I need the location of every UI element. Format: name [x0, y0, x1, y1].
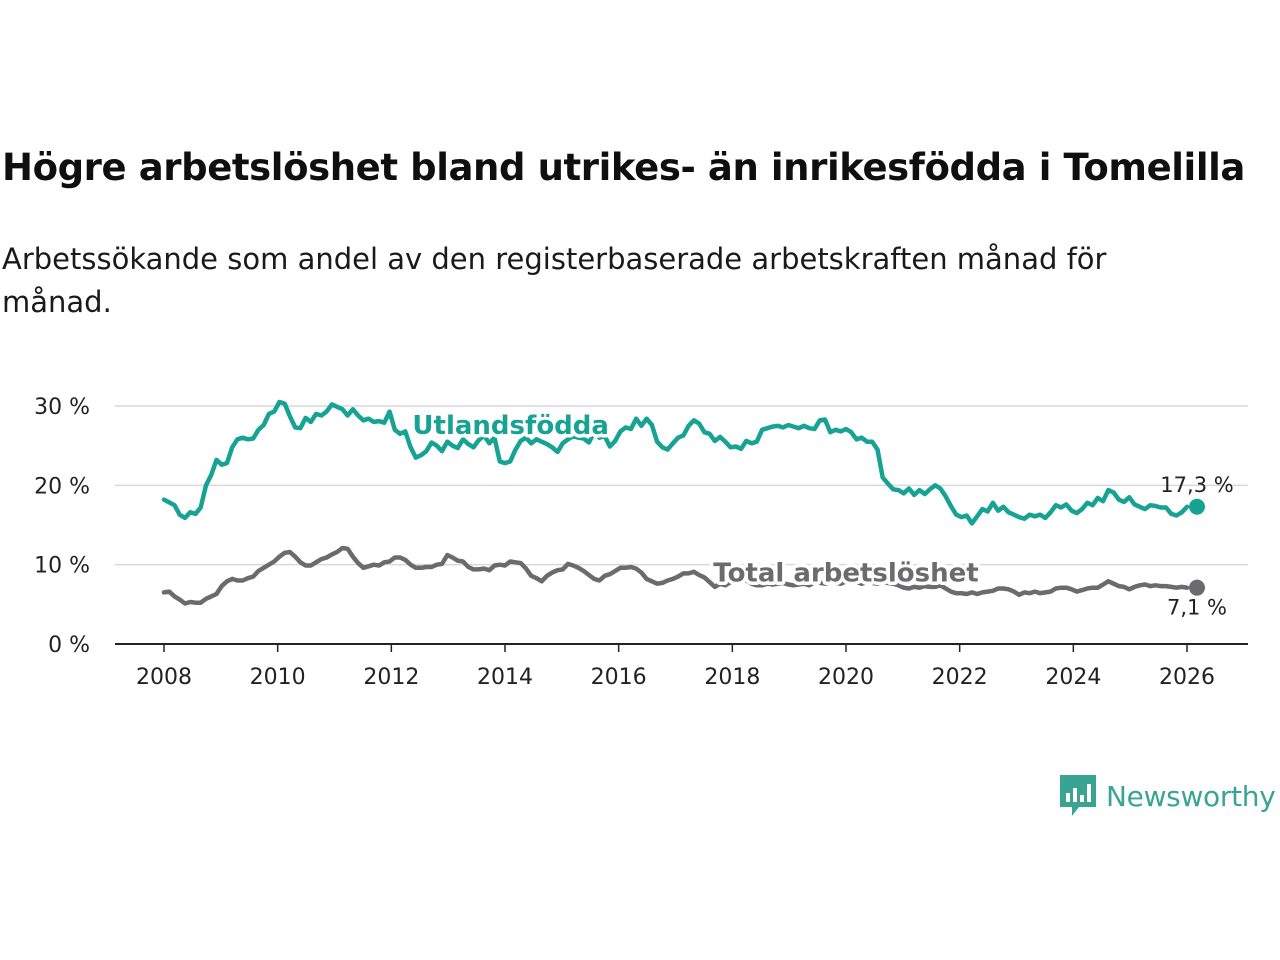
x-tick-label: 2020	[818, 665, 874, 690]
end-value-label-utlandsfodda: 17,3 %	[1160, 473, 1233, 497]
series-endpoint-total	[1189, 579, 1205, 596]
series-endpoint-utlandsfodda	[1189, 498, 1205, 515]
y-tick-label: 10 %	[34, 554, 90, 579]
x-tick-label: 2012	[363, 665, 419, 690]
x-tick-label: 2024	[1045, 665, 1101, 690]
y-tick-label: 20 %	[34, 474, 90, 499]
chart-subtitle: Arbetssökande som andel av den registerb…	[2, 242, 1107, 319]
x-tick-label: 2018	[704, 665, 760, 690]
series-label-utlandsfodda: Utlandsfödda	[412, 411, 609, 441]
x-tick-label: 2026	[1159, 665, 1215, 690]
x-tick-label: 2010	[250, 665, 306, 690]
brand-name: Newsworthy	[1106, 779, 1276, 813]
x-tick-label: 2008	[136, 665, 192, 690]
x-tick-label: 2014	[477, 665, 533, 690]
series-line-total	[161, 545, 1190, 606]
series-lines	[161, 399, 1205, 606]
y-tick-label: 0 %	[48, 633, 90, 658]
y-tick-label: 30 %	[34, 395, 90, 420]
series-label-total: Total arbetslöshet	[713, 558, 978, 588]
x-tick-label: 2016	[591, 665, 647, 690]
series-label-halo-total: Total arbetslöshet	[713, 558, 978, 588]
x-tick-label: 2022	[932, 665, 988, 690]
grid-lines	[115, 405, 1248, 566]
chart-title: Högre arbetslöshet bland utrikes- än inr…	[2, 146, 1245, 189]
series-label-halo-utlandsfodda: Utlandsfödda	[412, 411, 609, 441]
newsworthy-logo: Newsworthy	[1058, 772, 1276, 820]
newsworthy-logo-icon	[1060, 775, 1096, 816]
series-line-utlandsfodda	[161, 399, 1190, 526]
axes: 0 % 10 % 20 % 30 % 2008 2010 2012 2014 2016 2018 2…	[34, 395, 1248, 690]
end-value-label-total: 7,1 %	[1167, 596, 1227, 620]
